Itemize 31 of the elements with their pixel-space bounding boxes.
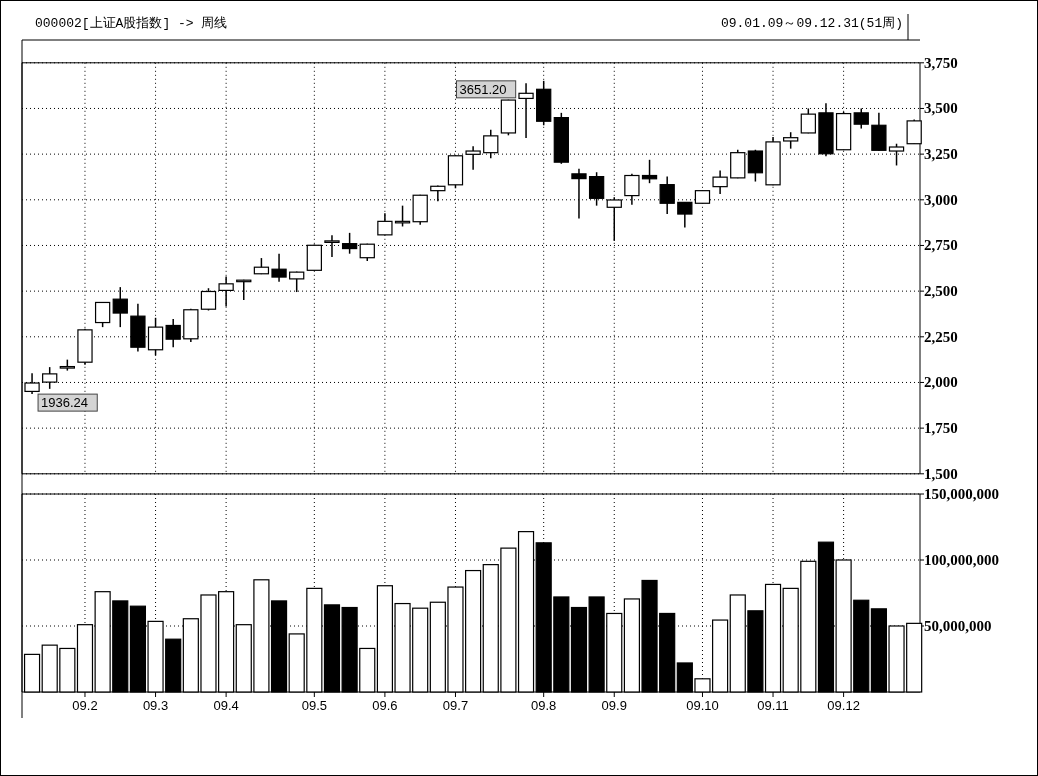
chart-title: 000002[上证A股指数] -> 周线 bbox=[35, 16, 228, 31]
x-tick-label: 09.6 bbox=[372, 698, 398, 713]
y-tick-label: 100,000,000 bbox=[924, 552, 999, 568]
bar bbox=[23, 653, 41, 693]
chart-subtitle: 09.01.09～09.12.31(51周) bbox=[720, 16, 903, 31]
y-tick-label: 3,750 bbox=[924, 54, 958, 71]
y-tick-label: 3,250 bbox=[924, 146, 958, 163]
x-tick-label: 09.5 bbox=[301, 698, 327, 713]
x-tick-label: 09.9 bbox=[601, 698, 627, 713]
y-tick-label: 1,500 bbox=[924, 465, 958, 482]
y-tick-label: 2,000 bbox=[924, 374, 958, 391]
annotation-box: 1936.24 bbox=[37, 393, 98, 412]
annotation-box: 3651.20 bbox=[456, 80, 517, 99]
annotation: 1936.24 bbox=[41, 395, 89, 411]
y-tick-label: 3,500 bbox=[924, 100, 958, 117]
y-tick-label: 3,000 bbox=[924, 191, 958, 208]
annotation: 3651.20 bbox=[459, 81, 507, 97]
y-tick-label: 50,000,000 bbox=[924, 618, 992, 634]
y-tick-label: 1,750 bbox=[924, 420, 958, 437]
x-tick-label: 09.2 bbox=[72, 698, 98, 713]
y-tick-label: 150,000,000 bbox=[924, 486, 999, 502]
x-tick-label: 09.10 bbox=[686, 698, 719, 713]
y-tick-label: 2,500 bbox=[924, 283, 958, 300]
y-tick-label: 2,250 bbox=[924, 328, 958, 345]
y-tick-label: 2,750 bbox=[924, 237, 958, 254]
x-tick-label: 09.11 bbox=[757, 698, 789, 713]
x-tick-label: 09.4 bbox=[213, 698, 239, 713]
x-tick-label: 09.3 bbox=[142, 698, 169, 713]
x-tick-label: 09.7 bbox=[442, 698, 469, 713]
x-tick-label: 09.8 bbox=[531, 698, 557, 713]
x-tick-label: 09.12 bbox=[827, 698, 860, 713]
